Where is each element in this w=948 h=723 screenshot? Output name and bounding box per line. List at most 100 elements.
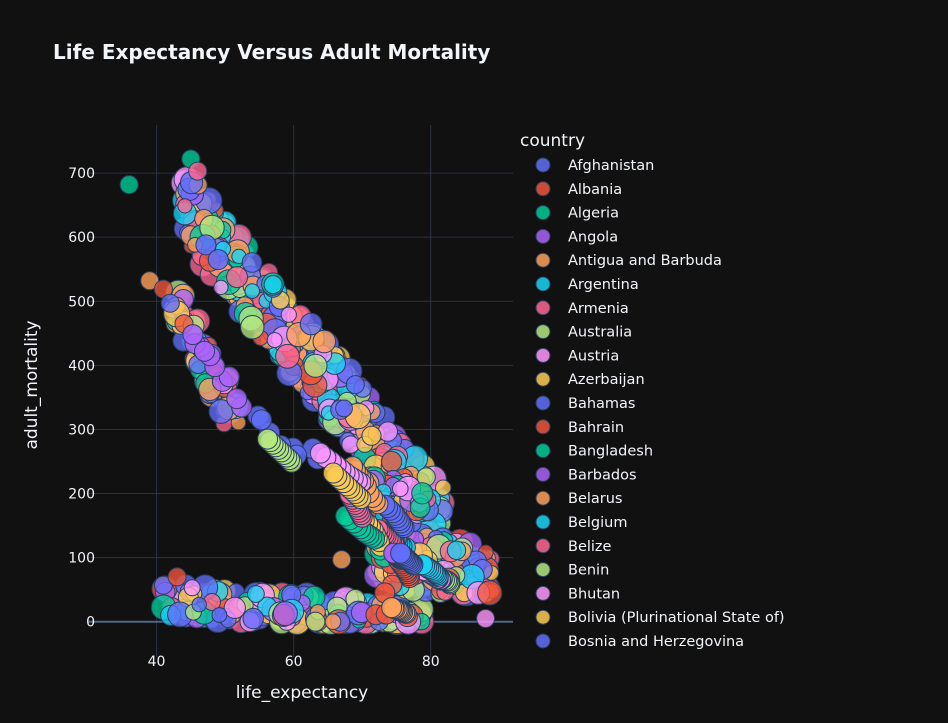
legend-label: Barbados <box>568 467 637 483</box>
legend-marker <box>535 633 551 649</box>
legend-label: Armenia <box>568 301 629 317</box>
legend-label: Algeria <box>568 206 619 222</box>
y-tick-label: 100 <box>68 551 95 567</box>
legend-marker <box>535 324 551 340</box>
data-point <box>476 609 496 629</box>
data-point <box>191 596 207 613</box>
data-point <box>182 324 204 346</box>
data-point <box>195 234 217 256</box>
legend-marker <box>535 419 551 435</box>
legend-item[interactable]: Bahamas <box>535 395 635 412</box>
legend-label: Argentina <box>568 277 639 293</box>
y-tick-label: 600 <box>68 230 95 246</box>
legend-item[interactable]: Afghanistan <box>535 157 654 174</box>
data-point <box>303 353 328 378</box>
legend-item[interactable]: Benin <box>535 562 609 579</box>
legend-item[interactable]: Australia <box>535 324 632 341</box>
x-tick-label: 60 <box>285 654 303 670</box>
legend-marker <box>535 609 551 625</box>
y-tick-label: 300 <box>68 422 95 438</box>
data-point <box>213 279 229 295</box>
y-tick-label: 400 <box>68 358 95 374</box>
data-point <box>194 340 216 362</box>
data-point <box>275 343 300 369</box>
data-point <box>335 399 353 418</box>
legend-label: Austria <box>568 348 619 364</box>
data-point <box>226 388 248 410</box>
legend-marker <box>535 538 551 554</box>
legend-item[interactable]: Bosnia and Herzegovina <box>535 633 744 650</box>
legend-label: Bhutan <box>568 586 620 602</box>
legend-label: Antigua and Barbuda <box>568 253 722 269</box>
legend-label: Angola <box>568 229 618 245</box>
legend-label: Bolivia (Plurinational State of) <box>568 610 785 626</box>
y-tick-label: 200 <box>68 487 95 503</box>
data-point <box>218 366 240 388</box>
x-tick-label: 80 <box>422 654 440 670</box>
data-point <box>160 293 180 313</box>
axes: 40 60 80 0 100 200 300 400 500 600 700 <box>68 166 439 670</box>
legend-item[interactable]: Belgium <box>535 514 627 531</box>
legend-marker <box>535 205 551 221</box>
legend-label: Bosnia and Herzegovina <box>568 634 744 650</box>
data-point <box>309 442 331 464</box>
data-point <box>211 607 228 623</box>
legend-label: Australia <box>568 325 632 341</box>
legend-label: Bangladesh <box>568 444 653 460</box>
data-point <box>207 249 229 271</box>
legend-item[interactable]: Bangladesh <box>535 443 653 460</box>
legend-marker <box>535 585 551 601</box>
legend-item[interactable]: Angola <box>535 228 618 245</box>
data-point <box>381 597 403 619</box>
legend-item[interactable]: Austria <box>535 347 619 364</box>
data-point <box>305 611 326 632</box>
legend-item[interactable]: Bahrain <box>535 419 624 436</box>
legend-item[interactable]: Barbados <box>535 466 637 483</box>
data-point <box>361 425 382 446</box>
legend-label: Belize <box>568 539 612 555</box>
legend-label: Azerbaijan <box>568 372 645 388</box>
data-point <box>312 329 337 354</box>
data-point <box>332 550 352 570</box>
chart-title: Life Expectancy Versus Adult Mortality <box>53 40 490 64</box>
data-point <box>244 283 260 299</box>
data-point <box>299 312 323 336</box>
legend-marker <box>535 562 551 578</box>
data-point <box>446 540 467 560</box>
legend-marker <box>535 371 551 387</box>
data-point <box>226 266 248 289</box>
legend-item[interactable]: Albania <box>535 181 622 198</box>
legend-marker <box>535 157 551 173</box>
legend-item[interactable]: Belarus <box>535 490 623 507</box>
legend-item[interactable]: Armenia <box>535 300 629 317</box>
data-point <box>392 480 409 498</box>
data-point <box>119 175 139 195</box>
legend-item[interactable]: Belize <box>535 538 612 555</box>
x-axis-title: life_expectancy <box>236 683 368 703</box>
grid <box>88 125 513 657</box>
legend-title: country <box>520 131 585 151</box>
data-point <box>411 482 434 505</box>
data-point <box>247 585 265 603</box>
data-point <box>263 275 283 295</box>
legend-marker <box>535 300 551 316</box>
legend-item[interactable]: Algeria <box>535 205 619 222</box>
legend-label: Belarus <box>568 491 623 507</box>
legend-item[interactable]: Antigua and Barbuda <box>535 252 722 269</box>
background-cloud <box>119 149 503 636</box>
data-point <box>167 567 187 587</box>
data-point <box>153 575 173 595</box>
x-tick-label: 40 <box>148 654 166 670</box>
legend-marker <box>535 466 551 482</box>
legend-item[interactable]: Argentina <box>535 276 639 293</box>
legend-item[interactable]: Azerbaijan <box>535 371 645 388</box>
data-point <box>183 579 201 597</box>
y-tick-label: 700 <box>68 166 95 182</box>
legend-marker <box>535 228 551 244</box>
legend-label: Benin <box>568 563 609 579</box>
legend-item[interactable]: Bhutan <box>535 585 620 602</box>
legend-item[interactable]: Bolivia (Plurinational State of) <box>535 609 785 626</box>
legend: Afghanistan Albania Algeria Angola Antigua a… <box>535 157 785 650</box>
